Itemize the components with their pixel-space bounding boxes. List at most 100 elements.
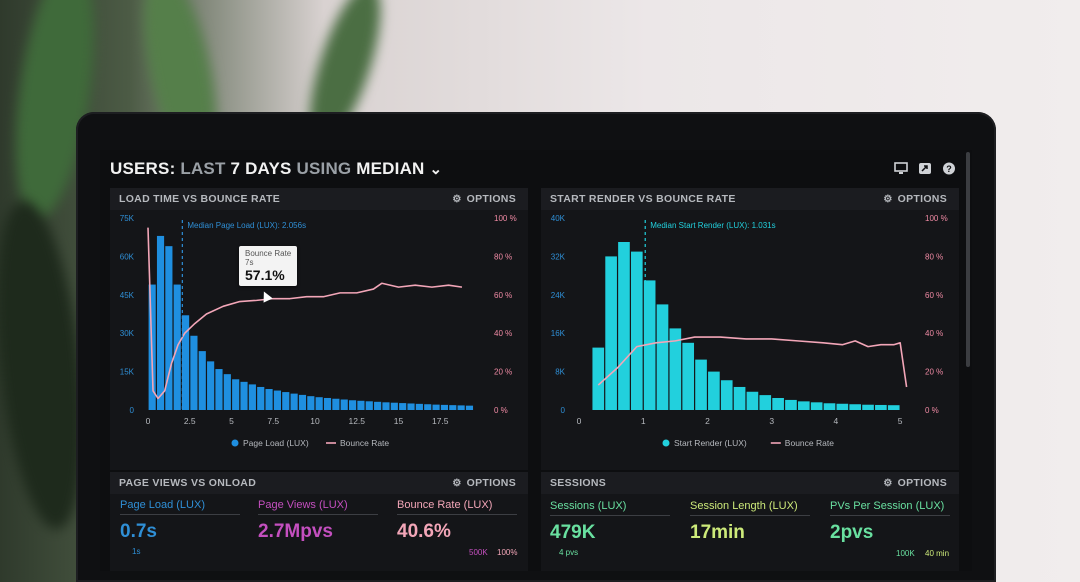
metric-session-length: Session Length (LUX) 17min [690,500,810,544]
y-left-tick-label: 0 [130,406,135,415]
mini-sparkline [110,564,528,571]
share-icon[interactable] [918,162,932,176]
monitor-icon[interactable] [894,162,908,176]
header-toolbar: ? [894,162,956,176]
median-label: Median Page Load (LUX): 2.056s [187,221,306,230]
y-left-tick-label: 24K [551,291,566,300]
histogram-bar [407,403,415,410]
x-tick-label: 15 [394,416,404,426]
divider [550,515,670,516]
options-button[interactable]: ⚙ OPTIONS [883,477,947,489]
metric-label: Page Load (LUX) [120,499,205,511]
bounce-rate-line [147,227,463,400]
title-part: 7 DAYS [230,159,292,178]
histogram-bar [432,404,440,410]
title-part: LAST [180,159,226,178]
metric-value: 479K [550,522,596,543]
metric-pvs-per-session: PVs Per Session (LUX) 2pvs [830,500,950,544]
histogram-bar [215,369,223,410]
y-right-tick-label: 40 % [494,329,512,338]
histogram-bar [232,379,240,410]
options-button[interactable]: ⚙ OPTIONS [452,193,516,205]
title-part: USING [296,159,352,178]
x-tick-label: 3 [769,416,774,426]
panel-header: PAGE VIEWS VS ONLOAD ⚙ OPTIONS [110,472,528,494]
y-left-tick-label: 30K [120,329,135,338]
dashboard-screen: USERS: LAST 7 DAYS USING MEDIAN ⌄ ? LOAD… [100,150,972,571]
y-right-tick-label: 0 % [925,406,939,415]
histogram-bar [357,400,365,410]
gear-icon: ⚙ [883,477,893,489]
metric-page-views: Page Views (LUX) 2.7Mpvs [258,499,378,543]
panel-load-time: LOAD TIME VS BOUNCE RATE ⚙ OPTIONS 0 15K 30… [110,188,528,470]
y-left-tick-label: 8K [555,368,565,377]
histogram-bar [592,347,605,410]
tooltip-sub: 7s [245,258,254,267]
histogram-bar [797,401,810,410]
panel-header: SESSIONS ⚙ OPTIONS [541,472,959,494]
metric-label: Session Length (LUX) [690,500,798,512]
load-time-chart: 0 15K 30K 45K 60K 75K 0 % 20 % 40 % 60 % 80 % 100 %… [120,214,517,448]
histogram-bar [182,315,190,410]
histogram-bar [390,402,398,410]
histogram-bar [720,380,733,410]
histogram-bar [424,404,432,410]
bounce-rate-tooltip: Bounce Rate 7s 57.1% [239,246,298,286]
panel-title: SESSIONS [550,477,607,489]
panel-title: LOAD TIME VS BOUNCE RATE [119,193,281,205]
histogram-bar [810,402,823,410]
options-button[interactable]: ⚙ OPTIONS [452,477,516,489]
x-tick-label: 7.5 [267,416,279,426]
y-right-tick-label: 40 % [925,329,943,338]
gear-icon: ⚙ [452,477,462,489]
scrollbar[interactable] [966,152,970,367]
title-part: USERS: [110,159,176,178]
metric-value: 40.6% [397,521,451,542]
histogram-bar [265,389,273,410]
chevron-down-icon[interactable]: ⌄ [429,161,443,178]
x-tick-label: 4 [834,416,839,426]
histogram-bar [332,398,340,410]
histogram-bar [457,405,465,410]
metric-sessions: Sessions (LUX) 479K 4 pvs [550,500,670,557]
metric-bounce-rate: Bounce Rate (LUX) 40.6% [397,499,517,543]
histogram-bar [887,405,900,410]
y-right-tick-label: 20 % [925,368,943,377]
mini-axis-label: 100% [497,548,518,557]
y-left-tick-label: 40K [551,214,566,223]
metric-label: PVs Per Session (LUX) [830,500,945,512]
page-title[interactable]: USERS: LAST 7 DAYS USING MEDIAN ⌄ [110,159,442,179]
metric-label: Sessions (LUX) [550,500,627,512]
histogram-bar [257,386,265,410]
mini-axis-label: 100K [896,549,915,558]
x-tick-label: 17.5 [432,416,449,426]
histogram-bar [630,251,643,410]
metric-value: 17min [690,522,745,543]
histogram-bar [273,390,281,410]
divider [690,515,810,516]
histogram-bar [365,401,373,410]
histogram-bar [240,381,248,410]
histogram-bar [315,397,323,410]
gear-icon: ⚙ [452,193,462,205]
help-icon[interactable]: ? [942,162,956,176]
options-button[interactable]: ⚙ OPTIONS [883,193,947,205]
tooltip-value: 57.1% [245,267,285,283]
histogram-bar [323,397,332,410]
divider [397,514,517,515]
histogram-bar [290,393,298,410]
y-right-tick-label: 20 % [494,368,512,377]
divider [830,515,950,516]
panel-title: START RENDER VS BOUNCE RATE [550,193,736,205]
y-right-tick-label: 0 % [494,406,508,415]
histogram-bar [449,405,457,410]
svg-text:?: ? [946,164,952,174]
options-label: OPTIONS [897,193,947,205]
legend-swatch [662,439,670,447]
histogram-bar [643,280,656,410]
panel-start-render: START RENDER VS BOUNCE RATE ⚙ OPTIONS 0 8K… [541,188,959,470]
y-left-tick-label: 75K [120,214,135,223]
options-label: OPTIONS [466,477,516,489]
legend-label: Page Load (LUX) [243,438,309,448]
histogram-bar [415,403,423,410]
